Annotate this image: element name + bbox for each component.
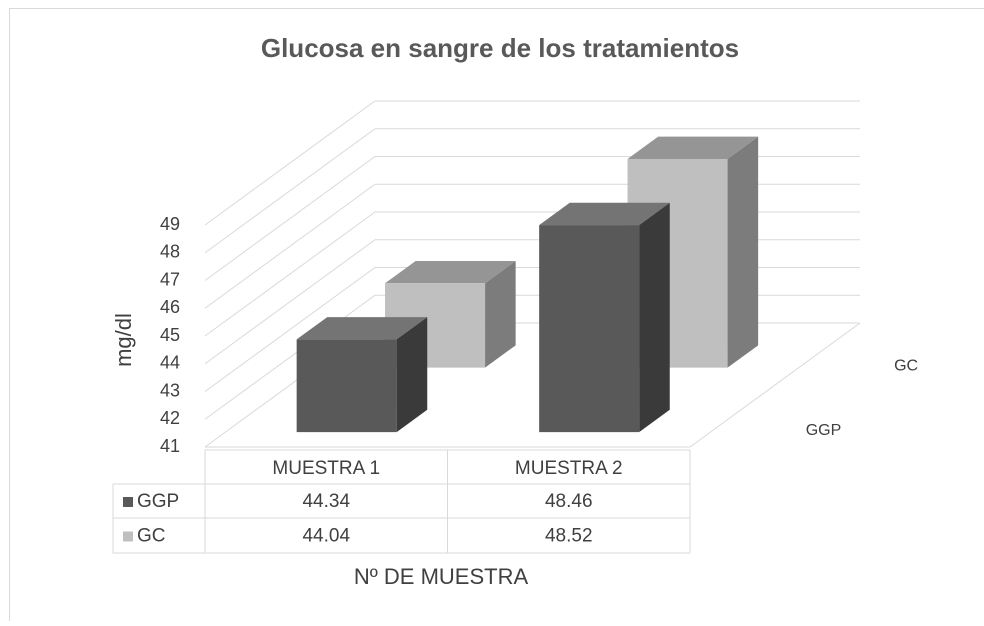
bar-side [639, 203, 670, 432]
x-tick-label: MUESTRA 2 [515, 458, 623, 479]
y-tick-label: 45 [160, 325, 180, 345]
depth-label: GGP [806, 422, 842, 439]
y-tick-label: 43 [160, 380, 180, 400]
legend-key [123, 497, 133, 507]
legend-key [123, 532, 133, 542]
y-tick-label: 48 [160, 242, 180, 262]
y-tick-label: 42 [160, 408, 180, 428]
x-axis-title: Nº DE MUESTRA [354, 564, 529, 589]
bar-side [728, 137, 759, 368]
table-value: 44.34 [302, 491, 350, 512]
legend-label: GGP [137, 491, 179, 512]
y-axis-title: mg/dl [111, 313, 136, 367]
depth-label: GC [894, 358, 918, 375]
table-value: 44.04 [302, 526, 350, 547]
chart-title: Glucosa en sangre de los tratamientos [261, 33, 739, 63]
x-tick-label: MUESTRA 1 [272, 458, 380, 479]
bar [539, 225, 639, 432]
table-value: 48.46 [545, 491, 593, 512]
y-tick-label: 47 [160, 269, 180, 289]
y-tick-label: 41 [160, 436, 180, 456]
bar [297, 339, 397, 432]
table-value: 48.52 [545, 526, 593, 547]
legend-label: GC [137, 526, 166, 547]
y-tick-label: 49 [160, 214, 180, 234]
y-tick-label: 46 [160, 297, 180, 317]
y-tick-label: 44 [160, 353, 180, 373]
